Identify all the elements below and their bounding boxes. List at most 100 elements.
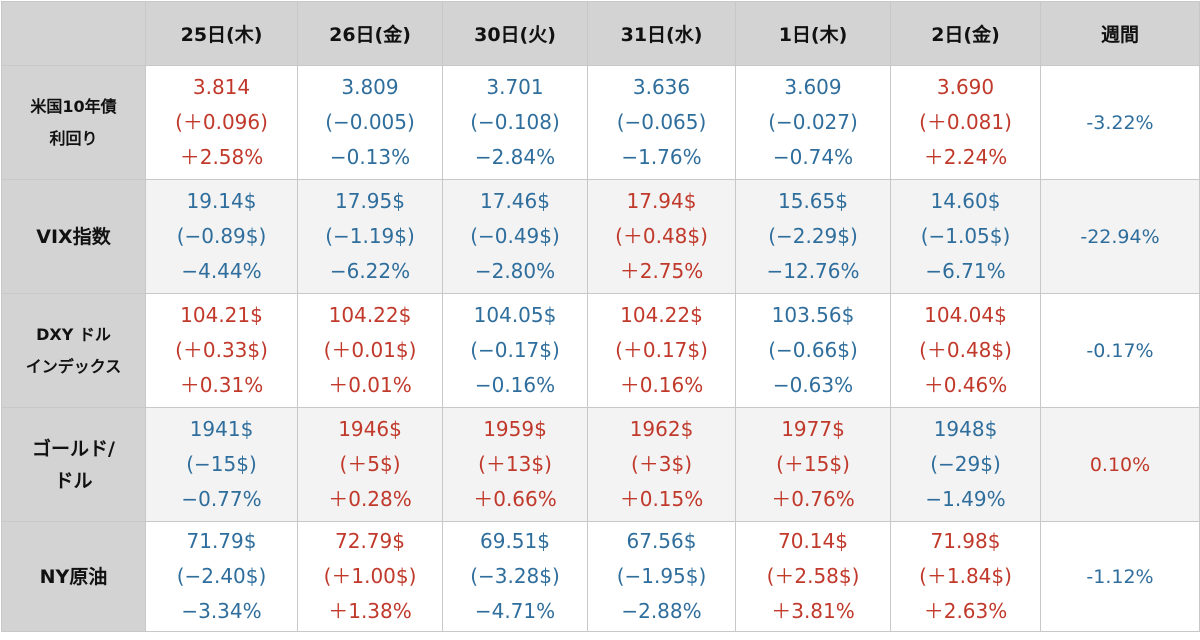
weekly-cell: -1.12% <box>1040 521 1200 632</box>
row-label-line: VIX指数 <box>36 225 111 248</box>
cell-percent: ＋0.15% <box>619 487 704 511</box>
cell-percent: ＋0.01% <box>328 373 412 397</box>
cell-percent: ＋0.76% <box>771 487 855 511</box>
row-label: 米国10年債 利回り <box>1 65 146 180</box>
cell-value: 104.05$ <box>473 303 557 327</box>
cell-value: 1959$ <box>483 417 547 441</box>
data-cell: 104.05$ (−0.17$) −0.16% <box>442 293 588 408</box>
cell-change: (＋3$) <box>630 452 693 476</box>
cell-value: 3.701 <box>486 75 544 99</box>
data-cell: 1941$ (−15$) −0.77% <box>145 407 298 522</box>
cell-change: (−0.065) <box>616 110 707 134</box>
cell-percent: ＋2.75% <box>619 259 704 283</box>
data-cell: 104.21$ (＋0.33$) ＋0.31% <box>145 293 298 408</box>
row-label-line: 米国10年債 <box>30 96 117 116</box>
data-cell: 1977$ (＋15$) ＋0.76% <box>735 407 891 522</box>
weekly-value: -0.17% <box>1086 339 1154 362</box>
cell-change: (＋0.48$) <box>615 224 708 248</box>
weekly-value: -3.22% <box>1086 111 1154 134</box>
cell-change: (−29$) <box>930 452 1001 476</box>
data-cell: 17.94$ (＋0.48$) ＋2.75% <box>587 179 736 294</box>
data-cell: 15.65$ (−2.29$) −12.76% <box>735 179 891 294</box>
cell-value: 17.94$ <box>626 189 697 213</box>
data-cell: 3.809 (−0.005) −0.13% <box>297 65 443 180</box>
data-cell: 104.22$ (＋0.01$) ＋0.01% <box>297 293 443 408</box>
data-cell: 17.46$ (−0.49$) −2.80% <box>442 179 588 294</box>
cell-change: (−3.28$) <box>470 564 560 588</box>
table-row: VIX指数 19.14$ (−0.89$) −4.44% 17.95$ (−1.19$) −… <box>1 179 1200 294</box>
cell-change: (−0.108) <box>470 110 560 134</box>
weekly-value: 0.10% <box>1089 453 1151 476</box>
data-cell: 70.14$ (＋2.58$) ＋3.81% <box>735 521 891 632</box>
data-cell: 3.814 (＋0.096) ＋2.58% <box>145 65 298 180</box>
data-cell: 104.22$ (＋0.17$) ＋0.16% <box>587 293 736 408</box>
data-cell: 103.56$ (−0.66$) −0.63% <box>735 293 891 408</box>
cell-change: (−1.19$) <box>325 224 415 248</box>
cell-change: (−2.29$) <box>768 224 858 248</box>
cell-change: (＋13$) <box>478 452 552 476</box>
row-label-line: ゴールド/ <box>32 437 115 460</box>
cell-change: (−0.89$) <box>176 224 267 248</box>
cell-value: 3.809 <box>341 75 399 99</box>
cell-percent: −0.77% <box>181 487 262 511</box>
header-date: 25日(木) <box>145 1 298 66</box>
weekly-value: -1.12% <box>1086 565 1154 588</box>
data-cell: 3.701 (−0.108) −2.84% <box>442 65 588 180</box>
data-cell: 71.79$ (−2.40$) −3.34% <box>145 521 298 632</box>
cell-percent: −2.88% <box>621 599 702 623</box>
cell-value: 104.21$ <box>180 303 263 327</box>
cell-percent: −6.22% <box>329 259 411 283</box>
cell-value: 71.98$ <box>930 529 1001 553</box>
cell-change: (−0.005) <box>325 110 415 134</box>
header-date: 31日(水) <box>587 1 736 66</box>
cell-change: (−15$) <box>186 452 257 476</box>
cell-percent: −4.44% <box>181 259 262 283</box>
cell-change: (＋5$) <box>339 452 401 476</box>
data-cell: 3.609 (−0.027) −0.74% <box>735 65 891 180</box>
table-row: 米国10年債 利回り 3.814 (＋0.096) ＋2.58% 3.809 (−0.005… <box>1 65 1200 180</box>
header-date: 26日(金) <box>297 1 443 66</box>
cell-value: 67.56$ <box>626 529 697 553</box>
cell-change: (＋0.096) <box>175 110 268 134</box>
cell-value: 17.95$ <box>335 189 405 213</box>
weekly-cell: -22.94% <box>1040 179 1200 294</box>
cell-percent: ＋0.31% <box>179 373 264 397</box>
cell-change: (−1.95$) <box>616 564 707 588</box>
cell-percent: −12.76% <box>766 259 860 283</box>
cell-percent: −4.71% <box>474 599 556 623</box>
data-cell: 1959$ (＋13$) ＋0.66% <box>442 407 588 522</box>
cell-percent: ＋2.58% <box>179 145 264 169</box>
cell-change: (−1.05$) <box>920 224 1011 248</box>
cell-change: (＋0.081) <box>919 110 1012 134</box>
row-label: ゴールド/ドル <box>1 407 146 522</box>
cell-value: 3.609 <box>784 75 842 99</box>
header-weekly: 週間 <box>1040 1 1200 66</box>
cell-change: (−0.027) <box>768 110 858 134</box>
cell-percent: ＋2.63% <box>923 599 1008 623</box>
cell-percent: ＋0.46% <box>923 373 1008 397</box>
table-row: DXY ドル インデックス 104.21$ (＋0.33$) ＋0.31% 104.22$… <box>1 293 1200 408</box>
cell-value: 103.56$ <box>771 303 855 327</box>
cell-change: (−0.66$) <box>768 338 858 362</box>
weekly-cell: 0.10% <box>1040 407 1200 522</box>
data-cell: 69.51$ (−3.28$) −4.71% <box>442 521 588 632</box>
header-date: 2日(金) <box>890 1 1041 66</box>
row-label: VIX指数 <box>1 179 146 294</box>
cell-change: (＋0.33$) <box>175 338 268 362</box>
cell-percent: −1.49% <box>925 487 1006 511</box>
cell-percent: −6.71% <box>925 259 1006 283</box>
data-cell: 1962$ (＋3$) ＋0.15% <box>587 407 736 522</box>
cell-value: 70.14$ <box>778 529 848 553</box>
cell-percent: ＋0.28% <box>328 487 412 511</box>
cell-change: (＋1.84$) <box>919 564 1012 588</box>
data-cell: 67.56$ (−1.95$) −2.88% <box>587 521 736 632</box>
table-row: NY原油 71.79$ (−2.40$) −3.34% 72.79$ (＋1.00$) ＋1… <box>1 521 1200 632</box>
data-cell: 71.98$ (＋1.84$) ＋2.63% <box>890 521 1041 632</box>
cell-percent: ＋2.24% <box>923 145 1008 169</box>
cell-value: 1948$ <box>933 417 998 441</box>
cell-value: 104.04$ <box>924 303 1007 327</box>
cell-value: 1941$ <box>189 417 254 441</box>
row-label-line: 利回り <box>49 128 98 148</box>
data-cell: 72.79$ (＋1.00$) ＋1.38% <box>297 521 443 632</box>
